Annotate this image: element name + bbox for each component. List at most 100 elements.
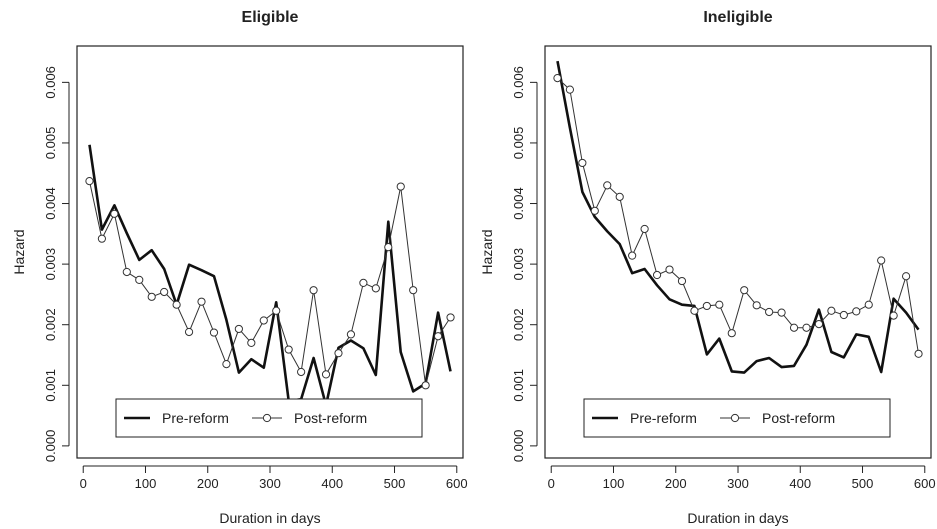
- y-tick-label: 0.006: [511, 66, 526, 99]
- y-tick-label: 0.004: [43, 187, 58, 220]
- data-point-post-reform: [346, 330, 356, 339]
- data-point-post-reform: [603, 181, 612, 190]
- data-point-post-reform: [852, 307, 861, 316]
- legend-marker-post-reform: [730, 413, 740, 423]
- x-tick-label: 600: [914, 476, 936, 491]
- data-point-post-reform: [409, 286, 418, 295]
- x-tick-label: 0: [548, 476, 555, 491]
- data-point-post-reform: [777, 308, 786, 317]
- x-axis-title: Duration in days: [219, 510, 320, 526]
- chart-title: Ineligible: [703, 9, 772, 26]
- data-point-post-reform: [197, 297, 206, 306]
- data-point-post-reform: [234, 324, 243, 334]
- chart-title: Eligible: [242, 9, 299, 26]
- data-point-post-reform: [209, 328, 219, 337]
- data-point-post-reform: [247, 338, 256, 347]
- data-point-post-reform: [652, 270, 662, 280]
- data-point-post-reform: [727, 329, 736, 338]
- data-point-post-reform: [889, 311, 898, 320]
- data-point-post-reform: [752, 301, 761, 310]
- data-point-post-reform: [433, 332, 443, 341]
- series-line-pre-reform: [556, 60, 920, 374]
- series-line-pre-reform: [88, 144, 452, 407]
- data-point-post-reform: [359, 278, 368, 287]
- data-point-post-reform: [702, 301, 711, 311]
- data-point-post-reform: [446, 313, 455, 322]
- y-axis-title: Hazard: [479, 229, 495, 274]
- data-point-post-reform: [259, 316, 268, 325]
- plot-frame: [76, 45, 464, 459]
- x-tick-label: 200: [665, 476, 687, 491]
- legend-label-pre-reform: Pre-reform: [162, 410, 229, 426]
- y-tick-label: 0.002: [511, 308, 526, 341]
- data-point-post-reform: [740, 286, 749, 295]
- data-point-post-reform: [553, 74, 562, 83]
- data-point-post-reform: [85, 177, 94, 186]
- data-point-post-reform: [272, 306, 281, 315]
- x-tick-label: 200: [197, 476, 219, 491]
- data-point-post-reform: [147, 292, 156, 301]
- x-tick-label: 400: [321, 476, 343, 491]
- series-line-post-reform: [557, 77, 919, 354]
- data-point-post-reform: [384, 243, 393, 252]
- data-point-post-reform: [914, 349, 923, 358]
- data-point-post-reform: [222, 359, 231, 369]
- plot-frame: [544, 45, 932, 459]
- data-point-post-reform: [321, 370, 331, 379]
- data-point-post-reform: [565, 85, 575, 94]
- legend-label-post-reform: Post-reform: [294, 410, 367, 426]
- data-point-post-reform: [110, 209, 119, 218]
- data-point-post-reform: [628, 251, 637, 260]
- legend-label-post-reform: Post-reform: [762, 410, 835, 426]
- data-point-post-reform: [97, 234, 107, 243]
- y-tick-label: 0.006: [43, 66, 58, 99]
- y-tick-label: 0.004: [511, 187, 526, 220]
- data-point-post-reform: [297, 367, 306, 377]
- x-tick-label: 100: [603, 476, 625, 491]
- data-point-post-reform: [765, 307, 774, 317]
- y-tick-label: 0.001: [511, 369, 526, 402]
- y-tick-label: 0.003: [511, 248, 526, 281]
- x-tick-label: 400: [789, 476, 811, 491]
- data-point-post-reform: [665, 265, 674, 274]
- data-point-post-reform: [864, 300, 873, 309]
- data-point-post-reform: [309, 286, 318, 295]
- x-tick-label: 300: [259, 476, 281, 491]
- y-tick-label: 0.000: [511, 430, 526, 463]
- data-point-post-reform: [677, 276, 687, 286]
- data-point-post-reform: [172, 300, 181, 309]
- data-point-post-reform: [396, 182, 405, 191]
- x-axis-title: Duration in days: [687, 510, 788, 526]
- panel-0: Eligible 0 100 200 300 400 500 600 Duration in d…: [11, 9, 468, 526]
- data-point-post-reform: [901, 272, 911, 281]
- y-tick-label: 0.005: [43, 127, 58, 160]
- y-tick-label: 0.000: [43, 430, 58, 463]
- data-point-post-reform: [284, 345, 293, 354]
- x-tick-label: 0: [80, 476, 87, 491]
- y-tick-label: 0.003: [43, 248, 58, 281]
- y-tick-label: 0.005: [511, 127, 526, 160]
- data-point-post-reform: [877, 256, 886, 265]
- data-point-post-reform: [814, 320, 824, 329]
- data-point-post-reform: [421, 381, 430, 390]
- x-tick-label: 500: [384, 476, 406, 491]
- y-tick-label: 0.001: [43, 369, 58, 402]
- data-point-post-reform: [715, 300, 724, 309]
- data-point-post-reform: [839, 310, 848, 320]
- x-tick-label: 100: [135, 476, 157, 491]
- data-point-post-reform: [802, 323, 811, 332]
- data-point-post-reform: [122, 267, 131, 277]
- data-point-post-reform: [578, 158, 587, 168]
- x-tick-label: 300: [727, 476, 749, 491]
- x-tick-label: 500: [852, 476, 874, 491]
- data-point-post-reform: [640, 224, 649, 234]
- data-point-post-reform: [690, 306, 699, 315]
- data-point-post-reform: [135, 275, 144, 284]
- legend-marker-post-reform: [262, 413, 272, 423]
- data-point-post-reform: [334, 349, 343, 358]
- data-point-post-reform: [160, 287, 169, 297]
- panel-1: Ineligible 0 100 200 300 400 500 600 Duration in…: [479, 9, 936, 526]
- y-tick-label: 0.002: [43, 308, 58, 341]
- series-line-post-reform: [89, 180, 451, 386]
